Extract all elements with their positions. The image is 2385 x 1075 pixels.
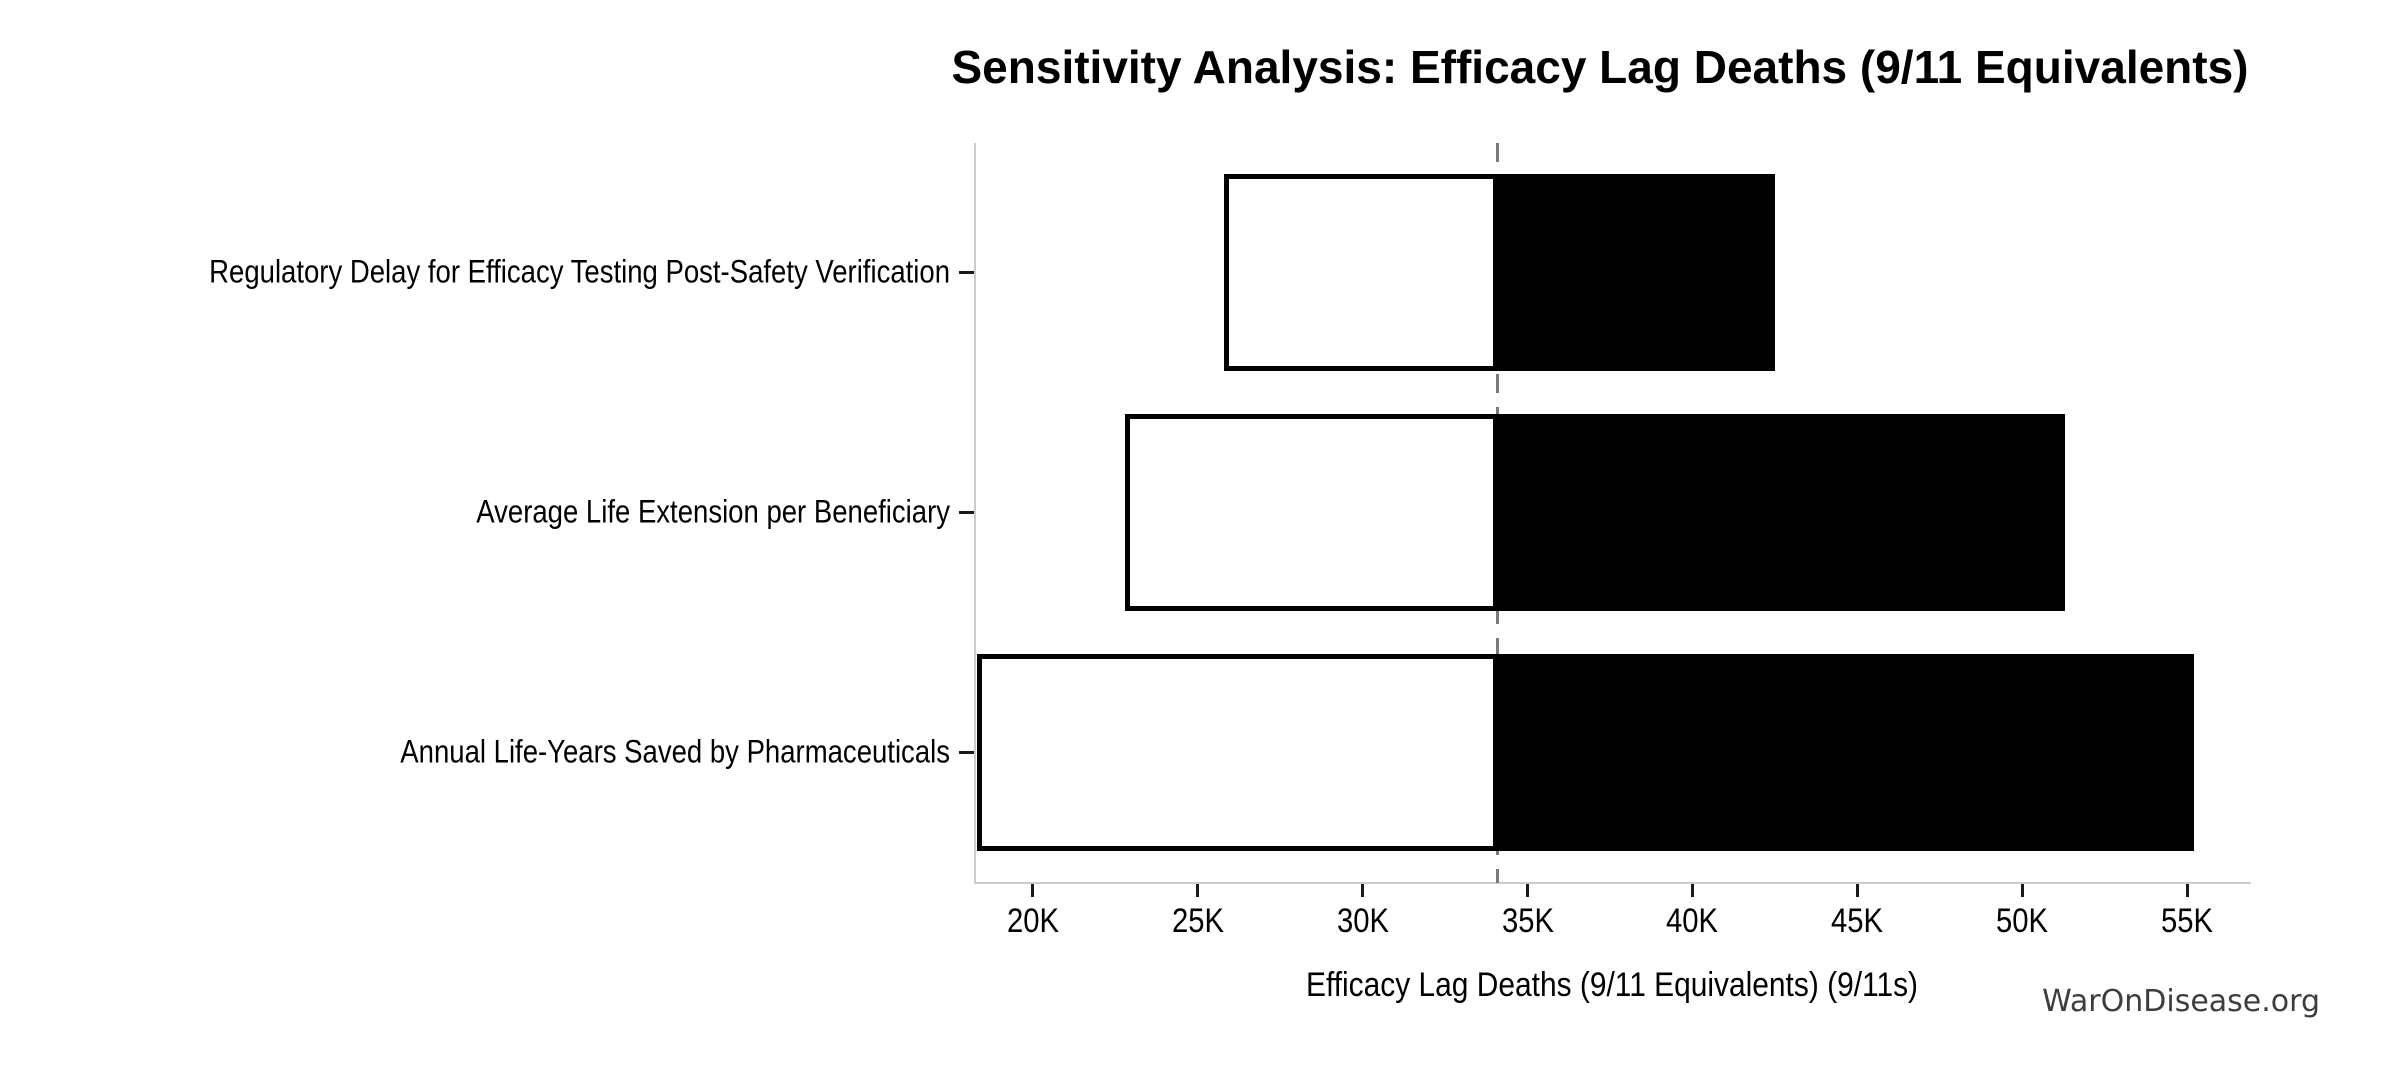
x-tick-mark: [1196, 884, 1200, 897]
x-tick-label: 35K: [1501, 902, 1554, 940]
category-label: Annual Life-Years Saved by Pharmaceutica…: [400, 733, 950, 770]
high-bar: [1497, 413, 2066, 611]
x-tick-label: 30K: [1336, 902, 1389, 940]
x-axis-label: Efficacy Lag Deaths (9/11 Equivalents) (…: [1305, 966, 1919, 1004]
x-tick-label: 45K: [1831, 902, 1884, 940]
x-tick-mark: [2020, 884, 2024, 897]
category-label: Average Life Extension per Beneficiary: [476, 493, 950, 530]
high-bar: [1497, 173, 1775, 371]
x-tick-mark: [1690, 884, 1694, 897]
low-bar: [1125, 413, 1498, 611]
y-tick-mark: [959, 750, 974, 754]
x-tick-label: 55K: [2161, 902, 2214, 940]
x-tick-mark: [1855, 884, 1859, 897]
y-tick-mark: [959, 270, 974, 274]
x-tick-mark: [1031, 884, 1035, 897]
x-tick-label: 25K: [1171, 902, 1224, 940]
x-tick-mark: [2185, 884, 2189, 897]
y-axis-spine: [974, 143, 976, 884]
chart-title: Sensitivity Analysis: Efficacy Lag Death…: [951, 41, 2249, 93]
category-label: Regulatory Delay for Efficacy Testing Po…: [209, 253, 950, 290]
low-bar: [1224, 173, 1498, 371]
x-tick-label: 40K: [1666, 902, 1719, 940]
low-bar: [976, 653, 1498, 851]
x-axis-spine: [974, 882, 2251, 884]
watermark-text: WarOnDisease.org: [2042, 984, 2320, 1019]
x-tick-label: 50K: [1996, 902, 2049, 940]
high-bar: [1497, 653, 2194, 851]
y-tick-mark: [959, 510, 974, 514]
x-tick-label: 20K: [1006, 902, 1059, 940]
x-tick-mark: [1361, 884, 1365, 897]
x-tick-mark: [1526, 884, 1530, 897]
